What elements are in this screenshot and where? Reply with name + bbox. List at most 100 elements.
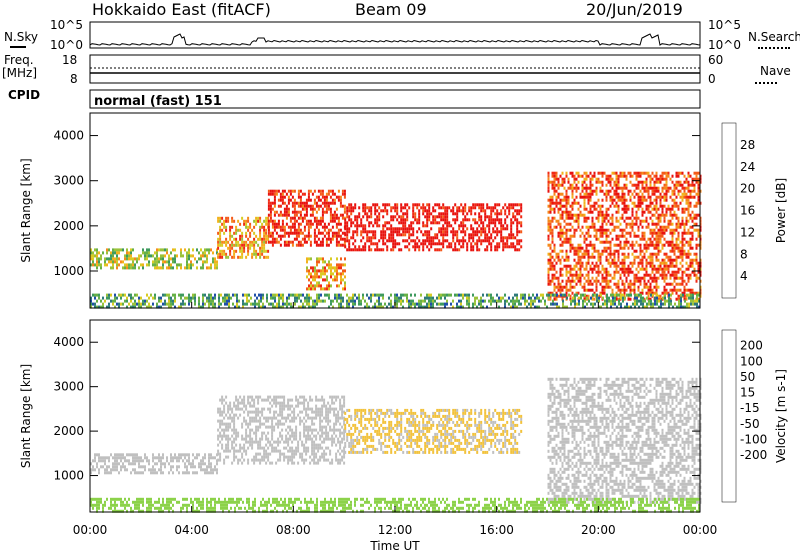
power-cell <box>154 266 156 270</box>
power-cell <box>585 186 588 190</box>
power-cell <box>392 206 395 210</box>
power-cell <box>484 209 487 213</box>
power-cell <box>630 293 632 297</box>
power-cell <box>567 228 570 232</box>
power-cell <box>223 222 226 226</box>
velocity-cell <box>241 425 244 429</box>
velocity-cell <box>186 459 188 463</box>
power-cell <box>225 225 228 229</box>
power-cell <box>364 248 367 252</box>
velocity-cell <box>223 431 226 435</box>
power-cell <box>278 299 280 303</box>
power-cell <box>687 276 690 280</box>
power-cell <box>307 204 310 208</box>
power-cell <box>528 302 530 306</box>
power-cell <box>655 240 658 244</box>
power-cell <box>577 216 580 220</box>
power-cell <box>617 252 620 256</box>
power-cell <box>551 249 554 253</box>
power-cell <box>603 276 606 280</box>
power-cell <box>605 267 608 271</box>
velocity-cell <box>227 416 230 420</box>
power-cell <box>327 243 330 247</box>
power-cell <box>283 234 286 238</box>
power-cell <box>514 209 517 213</box>
power-cell <box>293 231 296 235</box>
power-cell <box>646 305 648 309</box>
power-cell <box>685 282 688 286</box>
power-cell <box>615 204 618 208</box>
power-cell <box>663 267 666 271</box>
power-cell <box>214 296 216 300</box>
power-cell <box>482 209 485 213</box>
power-cell <box>518 248 521 252</box>
power-cell <box>408 224 411 228</box>
power-cell <box>516 239 519 243</box>
power-cell <box>603 288 606 292</box>
power-cell <box>334 266 336 270</box>
velocity-cell <box>229 449 232 453</box>
power-cell <box>438 215 441 219</box>
power-cell <box>577 273 580 277</box>
power-cell <box>647 291 650 295</box>
power-cell <box>689 258 692 262</box>
power-cell <box>335 231 338 235</box>
velocity-cell <box>241 455 244 459</box>
power-cell <box>484 233 487 237</box>
velocity-cell <box>219 425 222 429</box>
power-cell <box>144 251 146 255</box>
power-cell <box>434 221 437 225</box>
power-cell <box>675 195 678 199</box>
power-cell <box>318 284 320 288</box>
power-cell <box>671 216 674 220</box>
power-cell <box>621 192 624 196</box>
power-cell <box>573 228 576 232</box>
power-cell <box>164 254 166 258</box>
power-cell <box>681 276 684 280</box>
power-cell <box>306 260 308 264</box>
power-cell <box>595 285 598 289</box>
power-cell <box>669 249 672 253</box>
power-cell <box>156 248 158 252</box>
power-cell <box>229 237 232 241</box>
power-cell <box>283 195 286 199</box>
power-cell <box>617 288 620 292</box>
power-cell <box>585 279 588 283</box>
power-cell <box>284 302 286 306</box>
power-cell <box>299 201 302 205</box>
velocity-cell <box>247 398 250 402</box>
power-cell <box>625 276 628 280</box>
power-cell <box>188 257 190 261</box>
power-cell <box>350 248 353 252</box>
power-cell <box>488 299 490 303</box>
power-cell <box>559 201 562 205</box>
power-cell <box>555 198 558 202</box>
power-cell <box>601 231 604 235</box>
power-cell <box>327 231 330 235</box>
power-cell <box>563 195 566 199</box>
power-cell <box>476 227 479 231</box>
power-cell <box>621 258 624 262</box>
power-cell <box>571 207 574 211</box>
power-cell <box>225 255 228 259</box>
power-cell <box>595 192 598 196</box>
power-cell <box>563 231 566 235</box>
power-cell <box>581 252 584 256</box>
power-cell <box>555 285 558 289</box>
power-cell <box>180 293 182 297</box>
power-cell <box>364 212 367 216</box>
power-cell <box>470 227 473 231</box>
power-cell <box>597 237 600 241</box>
velocity-cell <box>170 465 172 469</box>
power-cell <box>510 233 513 237</box>
power-cell <box>625 240 628 244</box>
power-cell <box>498 242 501 246</box>
power-cell <box>577 255 580 259</box>
power-cell <box>474 302 476 306</box>
power-cell <box>619 222 622 226</box>
power-cell <box>297 225 300 229</box>
power-cell <box>610 305 612 309</box>
power-cell <box>333 198 336 202</box>
power-cell <box>627 189 630 193</box>
power-cell <box>691 231 694 235</box>
